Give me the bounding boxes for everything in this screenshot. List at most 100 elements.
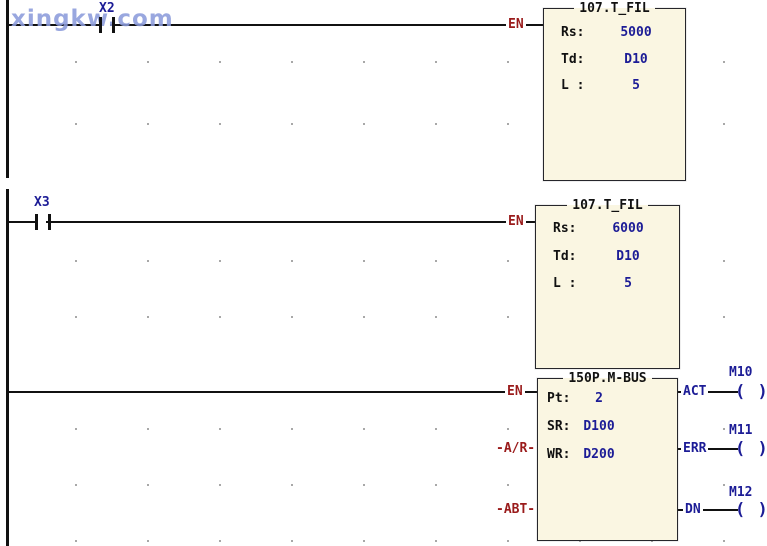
grid-dot [147, 123, 149, 125]
grid-dot [147, 260, 149, 262]
grid-dot [291, 123, 293, 125]
param-value: 2 [595, 391, 603, 406]
grid-dot [219, 260, 221, 262]
param-row: Rs: 5000 [544, 26, 685, 40]
grid-dot [219, 484, 221, 486]
param-row: Td: D10 [536, 250, 679, 264]
coil-icon: ( ) [735, 439, 767, 459]
grid-dot [651, 540, 653, 542]
grid-dot [435, 61, 437, 63]
output-pin-label: DN [683, 502, 703, 517]
output-line [677, 509, 738, 511]
grid-dot [219, 540, 221, 542]
grid-dot [291, 484, 293, 486]
function-block-mbus[interactable]: 150P.M-BUS Pt: 2 SR: D100 WR: D200 [537, 371, 678, 541]
rung-line-2 [9, 221, 535, 223]
grid-dot [75, 260, 77, 262]
param-value: D10 [616, 249, 640, 264]
grid-dot [507, 484, 509, 486]
param-value: 5 [632, 78, 640, 93]
coil-address-label: M12 [729, 485, 753, 500]
grid-dot [363, 260, 365, 262]
param-value: 5 [624, 276, 632, 291]
grid-dot [723, 123, 725, 125]
grid-dot [363, 484, 365, 486]
param-value: D10 [624, 52, 648, 67]
param-label: L : [561, 78, 585, 93]
grid-dot [147, 428, 149, 430]
grid-dot [75, 428, 77, 430]
param-value: 5000 [620, 25, 652, 40]
param-value: 6000 [612, 221, 644, 236]
grid-dot [363, 316, 365, 318]
param-row: L : 5 [536, 277, 679, 291]
grid-dot [507, 123, 509, 125]
param-label: WR: [547, 447, 571, 462]
output-pin-label: ERR [681, 441, 709, 456]
param-value: D100 [583, 419, 615, 434]
contact-label: X3 [34, 195, 50, 210]
grid-dot [219, 61, 221, 63]
power-rail-network2 [6, 189, 9, 546]
grid-dot [75, 123, 77, 125]
grid-dot [363, 123, 365, 125]
pin-label-en: EN [506, 214, 526, 229]
function-block-tfil-1[interactable]: 107.T_FIL Rs: 5000 Td: D10 L : 5 [543, 1, 686, 181]
grid-dot [147, 316, 149, 318]
grid-dot [507, 428, 509, 430]
param-row: WR: D200 [538, 448, 677, 462]
rung-line-3 [9, 391, 537, 393]
contact-label: X2 [99, 1, 115, 16]
grid-dot [147, 61, 149, 63]
grid-dot [75, 316, 77, 318]
grid-dot [507, 316, 509, 318]
grid-dot [435, 316, 437, 318]
param-row: Td: D10 [544, 53, 685, 67]
grid-dot [435, 484, 437, 486]
grid-dot [723, 316, 725, 318]
grid-dot [723, 540, 725, 542]
grid-dot [291, 316, 293, 318]
function-block-title: 107.T_FIL [567, 198, 648, 213]
rung-line-1 [9, 24, 543, 26]
coil-icon: ( ) [735, 500, 767, 520]
grid-dot [219, 123, 221, 125]
grid-dot [363, 61, 365, 63]
contact-bar-icon [48, 214, 51, 230]
grid-dot [723, 428, 725, 430]
grid-dot [75, 61, 77, 63]
contact-gap [38, 218, 46, 226]
grid-dot [363, 540, 365, 542]
param-label: Rs: [553, 221, 577, 236]
contact-bar-icon [112, 17, 115, 33]
grid-dot [723, 61, 725, 63]
power-rail-network1 [6, 0, 9, 178]
param-row: Pt: 2 [538, 392, 677, 406]
function-block-title: 150P.M-BUS [563, 371, 652, 386]
contact-bar-icon [99, 17, 102, 33]
grid-dot [435, 428, 437, 430]
output-pin-label: ACT [681, 384, 709, 399]
grid-dot [723, 260, 725, 262]
coil-icon: ( ) [735, 382, 767, 402]
watermark-text: xingkw.com [11, 6, 174, 32]
pin-label-ar: -A/R- [496, 441, 536, 456]
pin-label-abt: -ABT- [496, 502, 536, 517]
pin-label-en: EN [506, 17, 526, 32]
grid-dot [75, 540, 77, 542]
param-value: D200 [583, 447, 615, 462]
function-block-title: 107.T_FIL [574, 1, 655, 16]
pin-label-en: EN [505, 384, 525, 399]
param-row: SR: D100 [538, 420, 677, 434]
param-label: Rs: [561, 25, 585, 40]
grid-dot [291, 540, 293, 542]
function-block-tfil-2[interactable]: 107.T_FIL Rs: 6000 Td: D10 L : 5 [535, 198, 680, 369]
coil-address-label: M11 [729, 423, 753, 438]
grid-dot [435, 260, 437, 262]
grid-dot [147, 484, 149, 486]
grid-dot [75, 484, 77, 486]
grid-dot [291, 61, 293, 63]
grid-dot [579, 540, 581, 542]
coil-address-label: M10 [729, 365, 753, 380]
